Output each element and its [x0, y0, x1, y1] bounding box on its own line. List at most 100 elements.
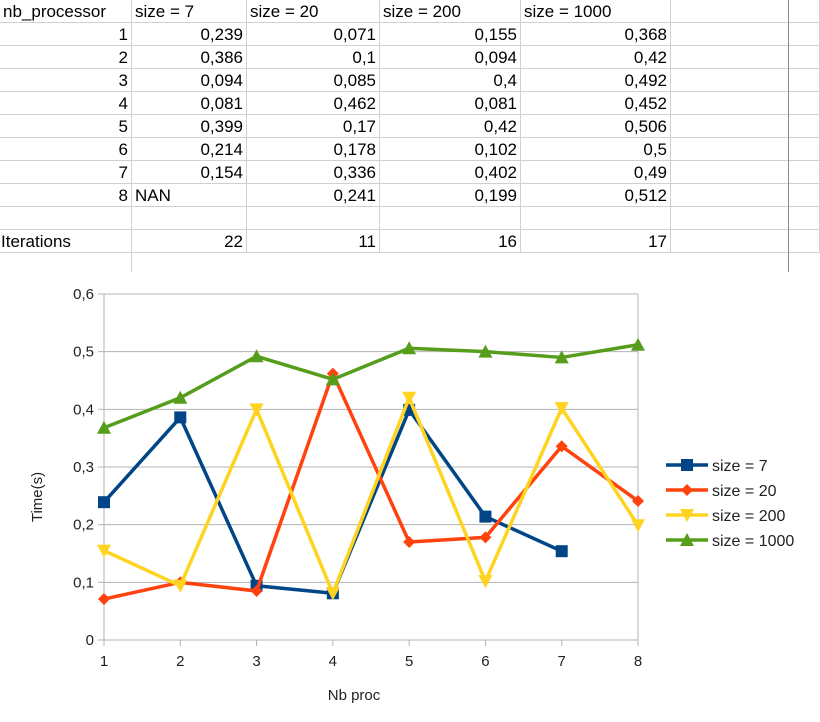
empty-cell[interactable]	[789, 46, 820, 69]
value-cell[interactable]: 0,42	[380, 115, 521, 138]
value-cell[interactable]: 0,241	[247, 184, 380, 207]
empty-cell[interactable]	[671, 230, 789, 253]
header-cell-size-1000[interactable]: size = 1000	[521, 0, 671, 23]
header-cell-nb-processor[interactable]: nb_processor	[0, 0, 132, 23]
iterations-label[interactable]: Iterations	[0, 230, 132, 253]
value-cell[interactable]: 0,512	[521, 184, 671, 207]
legend-label: size = 200	[712, 508, 785, 525]
row-index-cell[interactable]: 6	[0, 138, 132, 161]
value-cell[interactable]: 0,102	[380, 138, 521, 161]
data-point	[632, 495, 644, 508]
empty-cell[interactable]	[789, 184, 820, 207]
y-tick-label: 0,2	[73, 517, 94, 534]
empty-cell[interactable]	[0, 207, 132, 230]
empty-cell[interactable]	[671, 69, 789, 92]
legend-item[interactable]: size = 1000	[666, 533, 794, 550]
value-cell[interactable]: 0,49	[521, 161, 671, 184]
empty-cell[interactable]	[671, 138, 789, 161]
y-tick-label: 0,3	[73, 459, 94, 476]
row-index-cell[interactable]: 4	[0, 92, 132, 115]
value-cell[interactable]: 0,085	[247, 69, 380, 92]
value-cell[interactable]: 0,506	[521, 115, 671, 138]
empty-cell[interactable]	[789, 92, 820, 115]
empty-cell[interactable]	[671, 0, 789, 23]
data-point	[631, 337, 645, 351]
header-cell-size-20[interactable]: size = 20	[247, 0, 380, 23]
value-cell[interactable]: 0,492	[521, 69, 671, 92]
data-point	[97, 420, 111, 434]
row-index-cell[interactable]: 2	[0, 46, 132, 69]
data-point	[479, 510, 492, 523]
empty-cell[interactable]	[671, 161, 789, 184]
iterations-cell[interactable]: 17	[521, 230, 671, 253]
empty-cell[interactable]	[132, 207, 247, 230]
value-cell-nan[interactable]: NAN	[132, 184, 247, 207]
table-row: 8 NAN 0,241 0,199 0,512	[0, 184, 820, 207]
empty-cell[interactable]	[671, 92, 789, 115]
y-tick-label: 0,5	[73, 344, 94, 361]
chart-series	[97, 337, 645, 606]
table-row: 5 0,399 0,17 0,42 0,506	[0, 115, 820, 138]
value-cell[interactable]: 0,1	[247, 46, 380, 69]
row-index-cell[interactable]: 1	[0, 23, 132, 46]
empty-cell[interactable]	[671, 46, 789, 69]
value-cell[interactable]: 0,368	[521, 23, 671, 46]
value-cell[interactable]: 0,155	[380, 23, 521, 46]
header-cell-size-7[interactable]: size = 7	[132, 0, 247, 23]
value-cell[interactable]: 0,4	[380, 69, 521, 92]
value-cell[interactable]: 0,402	[380, 161, 521, 184]
value-cell[interactable]: 0,42	[521, 46, 671, 69]
iterations-cell[interactable]: 16	[380, 230, 521, 253]
value-cell[interactable]: 0,452	[521, 92, 671, 115]
legend-item[interactable]: size = 200	[666, 508, 785, 525]
value-cell[interactable]: 0,081	[132, 92, 247, 115]
value-cell[interactable]: 0,5	[521, 138, 671, 161]
value-cell[interactable]: 0,239	[132, 23, 247, 46]
empty-cell[interactable]	[671, 184, 789, 207]
row-index-cell[interactable]: 8	[0, 184, 132, 207]
empty-cell[interactable]	[671, 23, 789, 46]
empty-cell[interactable]	[789, 230, 820, 253]
header-cell-size-200[interactable]: size = 200	[380, 0, 521, 23]
empty-cell[interactable]	[247, 207, 380, 230]
value-cell[interactable]: 0,462	[247, 92, 380, 115]
value-cell[interactable]: 0,178	[247, 138, 380, 161]
value-cell[interactable]: 0,399	[132, 115, 247, 138]
empty-cell[interactable]	[671, 115, 789, 138]
empty-cell[interactable]	[671, 207, 789, 230]
value-cell[interactable]: 0,094	[380, 46, 521, 69]
line-chart[interactable]: 0 0,1 0,2 0,3 0,4 0,5 0,6 1 2 3 4 5 6 7 8 Time(s) Nb …	[0, 272, 820, 722]
empty-cell[interactable]	[789, 23, 820, 46]
empty-cell[interactable]	[521, 207, 671, 230]
value-cell[interactable]: 0,199	[380, 184, 521, 207]
legend-item[interactable]: size = 7	[666, 458, 768, 475]
empty-cell[interactable]	[789, 138, 820, 161]
legend-item[interactable]: size = 20	[666, 483, 777, 500]
data-point	[402, 341, 417, 355]
value-cell[interactable]: 0,071	[247, 23, 380, 46]
value-cell[interactable]: 0,214	[132, 138, 247, 161]
empty-cell[interactable]	[789, 0, 820, 23]
iterations-row: Iterations 22 11 16 17	[0, 230, 820, 253]
empty-cell[interactable]	[789, 69, 820, 92]
x-tick-label: 2	[176, 653, 184, 670]
value-cell[interactable]: 0,154	[132, 161, 247, 184]
row-index-cell[interactable]: 3	[0, 69, 132, 92]
data-point	[174, 411, 187, 424]
row-index-cell[interactable]: 7	[0, 161, 132, 184]
iterations-cell[interactable]: 11	[247, 230, 380, 253]
value-cell[interactable]: 0,17	[247, 115, 380, 138]
x-tick-label: 4	[329, 653, 337, 670]
chart-legend[interactable]: size = 7 size = 20 size = 200 size = 1000	[666, 458, 794, 550]
value-cell[interactable]: 0,386	[132, 46, 247, 69]
empty-cell[interactable]	[789, 207, 820, 230]
empty-cell[interactable]	[789, 115, 820, 138]
empty-cell[interactable]	[789, 161, 820, 184]
value-cell[interactable]: 0,081	[380, 92, 521, 115]
value-cell[interactable]: 0,094	[132, 69, 247, 92]
empty-cell[interactable]	[380, 207, 521, 230]
iterations-cell[interactable]: 22	[132, 230, 247, 253]
x-axis-label: Nb proc	[328, 687, 381, 704]
row-index-cell[interactable]: 5	[0, 115, 132, 138]
value-cell[interactable]: 0,336	[247, 161, 380, 184]
